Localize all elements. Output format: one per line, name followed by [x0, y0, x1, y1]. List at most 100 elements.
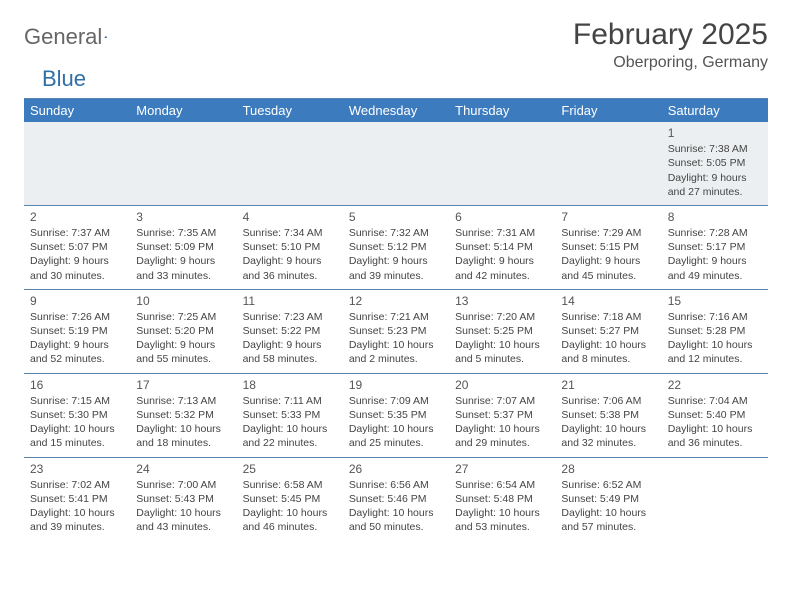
day-number: 26 — [349, 461, 443, 477]
calendar-week-row: 2Sunrise: 7:37 AMSunset: 5:07 PMDaylight… — [24, 205, 768, 289]
daylight-text: Daylight: 10 hours — [455, 422, 549, 436]
daylight-text: Daylight: 10 hours — [455, 338, 549, 352]
daylight-text: Daylight: 9 hours — [561, 254, 655, 268]
calendar-cell: 11Sunrise: 7:23 AMSunset: 5:22 PMDayligh… — [237, 289, 343, 373]
sunset-text: Sunset: 5:07 PM — [30, 240, 124, 254]
daylight-text: Daylight: 10 hours — [243, 422, 337, 436]
calendar-cell: 7Sunrise: 7:29 AMSunset: 5:15 PMDaylight… — [555, 205, 661, 289]
day-number: 25 — [243, 461, 337, 477]
day-number: 11 — [243, 293, 337, 309]
sunrise-text: Sunrise: 6:56 AM — [349, 478, 443, 492]
sunset-text: Sunset: 5:27 PM — [561, 324, 655, 338]
calendar-cell: 5Sunrise: 7:32 AMSunset: 5:12 PMDaylight… — [343, 205, 449, 289]
sunset-text: Sunset: 5:20 PM — [136, 324, 230, 338]
calendar-cell: 18Sunrise: 7:11 AMSunset: 5:33 PMDayligh… — [237, 373, 343, 457]
day-number: 10 — [136, 293, 230, 309]
daylight-text: and 5 minutes. — [455, 352, 549, 366]
day-number: 18 — [243, 377, 337, 393]
calendar-cell — [237, 122, 343, 205]
calendar-cell — [449, 122, 555, 205]
sunset-text: Sunset: 5:48 PM — [455, 492, 549, 506]
sunrise-text: Sunrise: 6:58 AM — [243, 478, 337, 492]
calendar-cell: 9Sunrise: 7:26 AMSunset: 5:19 PMDaylight… — [24, 289, 130, 373]
sunrise-text: Sunrise: 7:13 AM — [136, 394, 230, 408]
calendar-cell: 12Sunrise: 7:21 AMSunset: 5:23 PMDayligh… — [343, 289, 449, 373]
daylight-text: Daylight: 9 hours — [30, 338, 124, 352]
calendar-cell: 13Sunrise: 7:20 AMSunset: 5:25 PMDayligh… — [449, 289, 555, 373]
day-number: 27 — [455, 461, 549, 477]
calendar-cell — [662, 457, 768, 540]
daylight-text: and 39 minutes. — [349, 269, 443, 283]
sunset-text: Sunset: 5:25 PM — [455, 324, 549, 338]
location-subtitle: Oberporing, Germany — [573, 54, 768, 72]
sunrise-text: Sunrise: 7:21 AM — [349, 310, 443, 324]
calendar-cell: 25Sunrise: 6:58 AMSunset: 5:45 PMDayligh… — [237, 457, 343, 540]
daylight-text: and 22 minutes. — [243, 436, 337, 450]
day-number: 8 — [668, 209, 762, 225]
daylight-text: and 49 minutes. — [668, 269, 762, 283]
daylight-text: and 32 minutes. — [561, 436, 655, 450]
calendar-cell — [343, 122, 449, 205]
sunrise-text: Sunrise: 7:11 AM — [243, 394, 337, 408]
calendar-cell: 19Sunrise: 7:09 AMSunset: 5:35 PMDayligh… — [343, 373, 449, 457]
day-number: 12 — [349, 293, 443, 309]
calendar-cell: 28Sunrise: 6:52 AMSunset: 5:49 PMDayligh… — [555, 457, 661, 540]
sunrise-text: Sunrise: 7:32 AM — [349, 226, 443, 240]
sunset-text: Sunset: 5:10 PM — [243, 240, 337, 254]
daylight-text: and 55 minutes. — [136, 352, 230, 366]
day-number: 23 — [30, 461, 124, 477]
col-sunday: Sunday — [24, 99, 130, 122]
daylight-text: and 30 minutes. — [30, 269, 124, 283]
daylight-text: Daylight: 10 hours — [668, 422, 762, 436]
calendar-cell: 26Sunrise: 6:56 AMSunset: 5:46 PMDayligh… — [343, 457, 449, 540]
daylight-text: Daylight: 10 hours — [349, 422, 443, 436]
daylight-text: Daylight: 10 hours — [668, 338, 762, 352]
daylight-text: and 36 minutes. — [668, 436, 762, 450]
col-friday: Friday — [555, 99, 661, 122]
daylight-text: Daylight: 10 hours — [243, 506, 337, 520]
day-number: 20 — [455, 377, 549, 393]
sunrise-text: Sunrise: 7:09 AM — [349, 394, 443, 408]
logo-text-2: Blue — [24, 66, 86, 92]
daylight-text: and 25 minutes. — [349, 436, 443, 450]
day-number: 9 — [30, 293, 124, 309]
daylight-text: Daylight: 10 hours — [349, 506, 443, 520]
daylight-text: and 29 minutes. — [455, 436, 549, 450]
calendar-week-row: 16Sunrise: 7:15 AMSunset: 5:30 PMDayligh… — [24, 373, 768, 457]
daylight-text: and 33 minutes. — [136, 269, 230, 283]
sunrise-text: Sunrise: 7:18 AM — [561, 310, 655, 324]
sunset-text: Sunset: 5:23 PM — [349, 324, 443, 338]
calendar-cell: 4Sunrise: 7:34 AMSunset: 5:10 PMDaylight… — [237, 205, 343, 289]
sunset-text: Sunset: 5:38 PM — [561, 408, 655, 422]
sunset-text: Sunset: 5:19 PM — [30, 324, 124, 338]
day-number: 13 — [455, 293, 549, 309]
daylight-text: and 43 minutes. — [136, 520, 230, 534]
sunrise-text: Sunrise: 7:26 AM — [30, 310, 124, 324]
sunrise-text: Sunrise: 6:54 AM — [455, 478, 549, 492]
calendar-cell — [130, 122, 236, 205]
col-wednesday: Wednesday — [343, 99, 449, 122]
day-number: 15 — [668, 293, 762, 309]
sunrise-text: Sunrise: 7:29 AM — [561, 226, 655, 240]
calendar-cell: 8Sunrise: 7:28 AMSunset: 5:17 PMDaylight… — [662, 205, 768, 289]
day-number: 7 — [561, 209, 655, 225]
daylight-text: and 27 minutes. — [668, 185, 762, 199]
calendar-cell: 1Sunrise: 7:38 AMSunset: 5:05 PMDaylight… — [662, 122, 768, 205]
calendar-body: 1Sunrise: 7:38 AMSunset: 5:05 PMDaylight… — [24, 122, 768, 540]
day-number: 17 — [136, 377, 230, 393]
logo-sail-icon — [104, 27, 107, 47]
sunset-text: Sunset: 5:28 PM — [668, 324, 762, 338]
daylight-text: and 8 minutes. — [561, 352, 655, 366]
sunset-text: Sunset: 5:41 PM — [30, 492, 124, 506]
calendar-cell: 22Sunrise: 7:04 AMSunset: 5:40 PMDayligh… — [662, 373, 768, 457]
calendar-cell: 23Sunrise: 7:02 AMSunset: 5:41 PMDayligh… — [24, 457, 130, 540]
daylight-text: Daylight: 10 hours — [349, 338, 443, 352]
day-number: 22 — [668, 377, 762, 393]
daylight-text: Daylight: 10 hours — [455, 506, 549, 520]
daylight-text: and 18 minutes. — [136, 436, 230, 450]
sunset-text: Sunset: 5:35 PM — [349, 408, 443, 422]
sunset-text: Sunset: 5:30 PM — [30, 408, 124, 422]
sunset-text: Sunset: 5:46 PM — [349, 492, 443, 506]
daylight-text: Daylight: 9 hours — [349, 254, 443, 268]
daylight-text: and 46 minutes. — [243, 520, 337, 534]
